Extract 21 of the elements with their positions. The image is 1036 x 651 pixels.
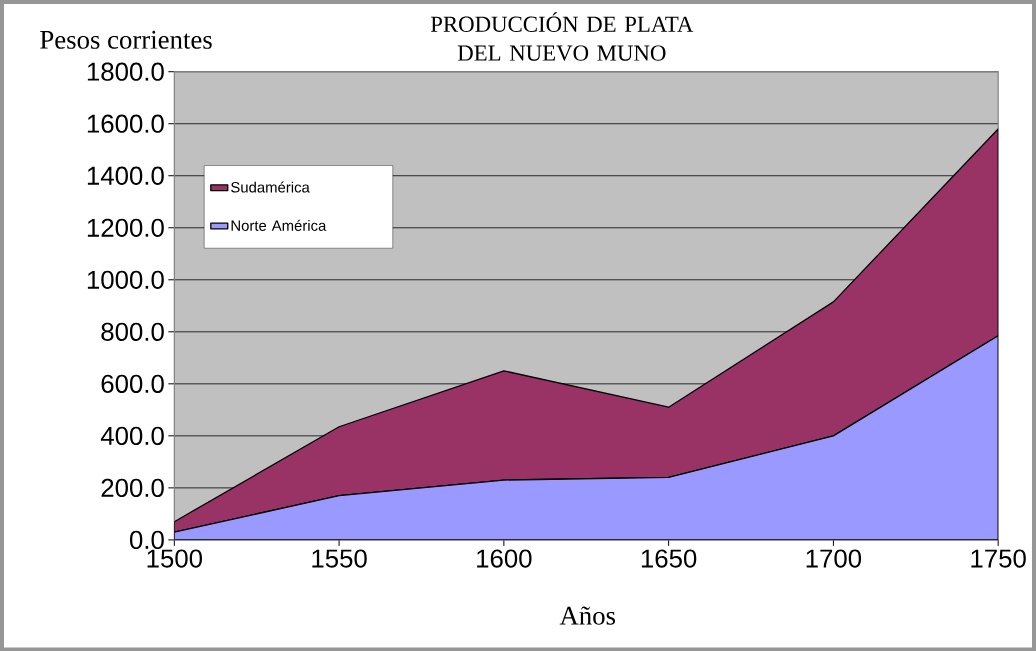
y-tick-label: 800.0 — [101, 322, 164, 341]
y-tick-label: 0.0 — [129, 530, 164, 549]
chart-title: PRODUCCIÓN DE PLATA DEL NUEVO MUNO — [430, 11, 694, 61]
y-tick-label: 1000.0 — [87, 270, 164, 289]
y-tick-label: 600.0 — [101, 374, 164, 393]
x-tick-label: 1750 — [971, 549, 1026, 568]
y-tick-label: 1800.0 — [87, 62, 164, 81]
y-tick-label: 1200.0 — [87, 218, 164, 237]
x-tick-label: 1650 — [641, 549, 697, 568]
legend-label: Sudamérica — [231, 181, 310, 193]
x-tick-label: 1700 — [806, 549, 862, 568]
y-axis-title: Pesos corrientes — [40, 30, 212, 49]
y-tick-label: 200.0 — [101, 478, 164, 497]
x-tick-label: 1550 — [312, 549, 367, 568]
y-tick-label: 400.0 — [100, 426, 164, 445]
y-tick-label: 1400.0 — [87, 166, 164, 185]
x-axis-title: Años — [559, 606, 616, 625]
legend-label: Norte América — [231, 219, 327, 231]
x-tick-label: 1600 — [477, 549, 532, 568]
x-tick-label: 1500 — [147, 549, 203, 568]
y-tick-label: 1600.0 — [87, 114, 164, 133]
